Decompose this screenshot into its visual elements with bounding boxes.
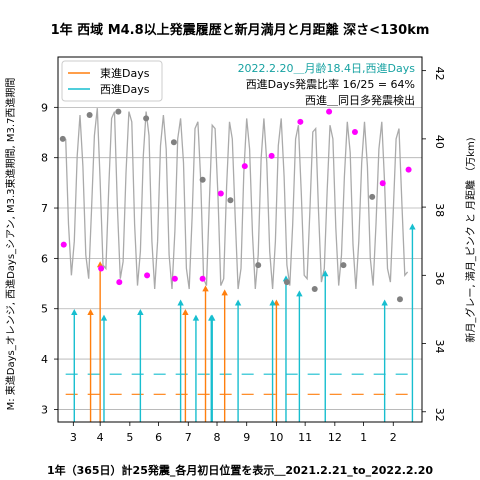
y-tick-label-left: 5 xyxy=(41,303,48,316)
x-tick-label: 2 xyxy=(390,431,397,444)
east-event-marker xyxy=(182,309,189,316)
y-axis-label-right: 新月_グレー, 満月_ピンク と 月距離 （万km) xyxy=(464,137,477,342)
full-moon-point xyxy=(60,241,67,248)
y-axis-label-left: M: 東進Days_オレンジ, 西進Days_シアン, M3.3東進期間, M3… xyxy=(4,78,17,411)
west-event-marker xyxy=(71,309,78,316)
full-moon-point xyxy=(199,275,206,282)
east-event-marker xyxy=(221,289,228,296)
west-event-marker xyxy=(269,299,276,306)
x-tick-label: 6 xyxy=(155,431,162,444)
west-event-marker xyxy=(137,309,144,316)
y-tick-label-right: 40 xyxy=(433,135,446,149)
west-event-marker xyxy=(209,314,216,321)
east-event-marker xyxy=(202,285,209,292)
x-tick-label: 5 xyxy=(126,431,133,444)
y-tick-label-right: 36 xyxy=(433,271,446,285)
west-event-marker xyxy=(381,299,388,306)
full-moon-point xyxy=(116,279,123,286)
annotation-text: 2022.2.20＿月齢18.4日,西進Days xyxy=(238,61,416,75)
new-moon-point xyxy=(227,197,234,204)
y-tick-label-right: 32 xyxy=(433,408,446,422)
legend-label: 西進Days xyxy=(100,83,150,96)
x-tick-label: 9 xyxy=(243,431,250,444)
y-tick-label-left: 4 xyxy=(41,353,48,366)
full-moon-point xyxy=(297,118,304,125)
x-tick-label: 10 xyxy=(269,431,283,444)
new-moon-point xyxy=(199,176,206,183)
full-moon-point xyxy=(326,108,333,115)
x-tick-label: 7 xyxy=(185,431,192,444)
y-tick-label-left: 3 xyxy=(41,403,48,416)
y-tick-label-left: 7 xyxy=(41,202,48,215)
west-event-marker xyxy=(296,290,303,297)
new-moon-point xyxy=(396,296,403,303)
x-tick-label: 8 xyxy=(214,431,221,444)
west-event-marker xyxy=(192,314,200,321)
x-tick-label: 4 xyxy=(97,431,104,444)
legend-box xyxy=(61,60,163,102)
new-moon-point xyxy=(283,279,290,286)
legend-label: 東進Days xyxy=(100,67,150,80)
new-moon-point xyxy=(311,285,318,292)
west-event-marker xyxy=(100,314,108,321)
x-tick-label: 11 xyxy=(298,431,312,444)
new-moon-point xyxy=(369,193,376,200)
new-moon-point xyxy=(59,135,66,142)
new-moon-point xyxy=(340,262,347,269)
annotation-text: 西進＿同日多発震検出 xyxy=(305,93,415,107)
y-tick-label-left: 6 xyxy=(41,252,48,265)
full-moon-point xyxy=(268,152,275,159)
west-event-marker xyxy=(322,270,329,277)
plot-background xyxy=(58,57,422,422)
west-event-marker xyxy=(177,299,184,306)
chart-title: 1年 西域 M4.8以上発震履歴と新月満月と月距離 深さ<130km xyxy=(51,22,430,38)
full-moon-point xyxy=(241,163,248,170)
full-moon-point xyxy=(171,275,178,282)
new-moon-point xyxy=(170,139,177,146)
full-moon-point xyxy=(98,265,105,272)
new-moon-point xyxy=(115,108,122,115)
full-moon-point xyxy=(405,166,412,173)
full-moon-point xyxy=(379,180,386,187)
full-moon-point xyxy=(217,190,224,197)
x-tick-label: 1 xyxy=(360,431,367,444)
y-tick-label-right: 42 xyxy=(433,67,446,81)
y-tick-label-right: 38 xyxy=(433,203,446,217)
full-moon-point xyxy=(144,272,151,279)
plot-frame xyxy=(57,56,423,423)
new-moon-point xyxy=(86,111,93,118)
new-moon-point xyxy=(143,115,150,122)
new-moon-point xyxy=(255,262,262,269)
y-tick-label-right: 34 xyxy=(433,340,446,354)
west-event-marker xyxy=(409,223,416,230)
y-tick-label-left: 9 xyxy=(41,101,48,114)
west-event-marker xyxy=(234,299,242,306)
annotation-text: 西進Days発震比率 16/25 = 64% xyxy=(246,77,415,91)
x-tick-label: 3 xyxy=(70,431,77,444)
y-tick-label-left: 8 xyxy=(41,152,48,165)
x-tick-label: 12 xyxy=(328,431,342,444)
east-event-marker xyxy=(87,309,94,316)
moon-distance-line xyxy=(65,108,409,290)
legend: 東進Days 西進Days xyxy=(61,60,163,102)
full-moon-point xyxy=(351,129,358,136)
x-axis-label: 1年（365日）計25発震_各月初日位置を表示＿2021.2.21_to_202… xyxy=(47,463,433,477)
